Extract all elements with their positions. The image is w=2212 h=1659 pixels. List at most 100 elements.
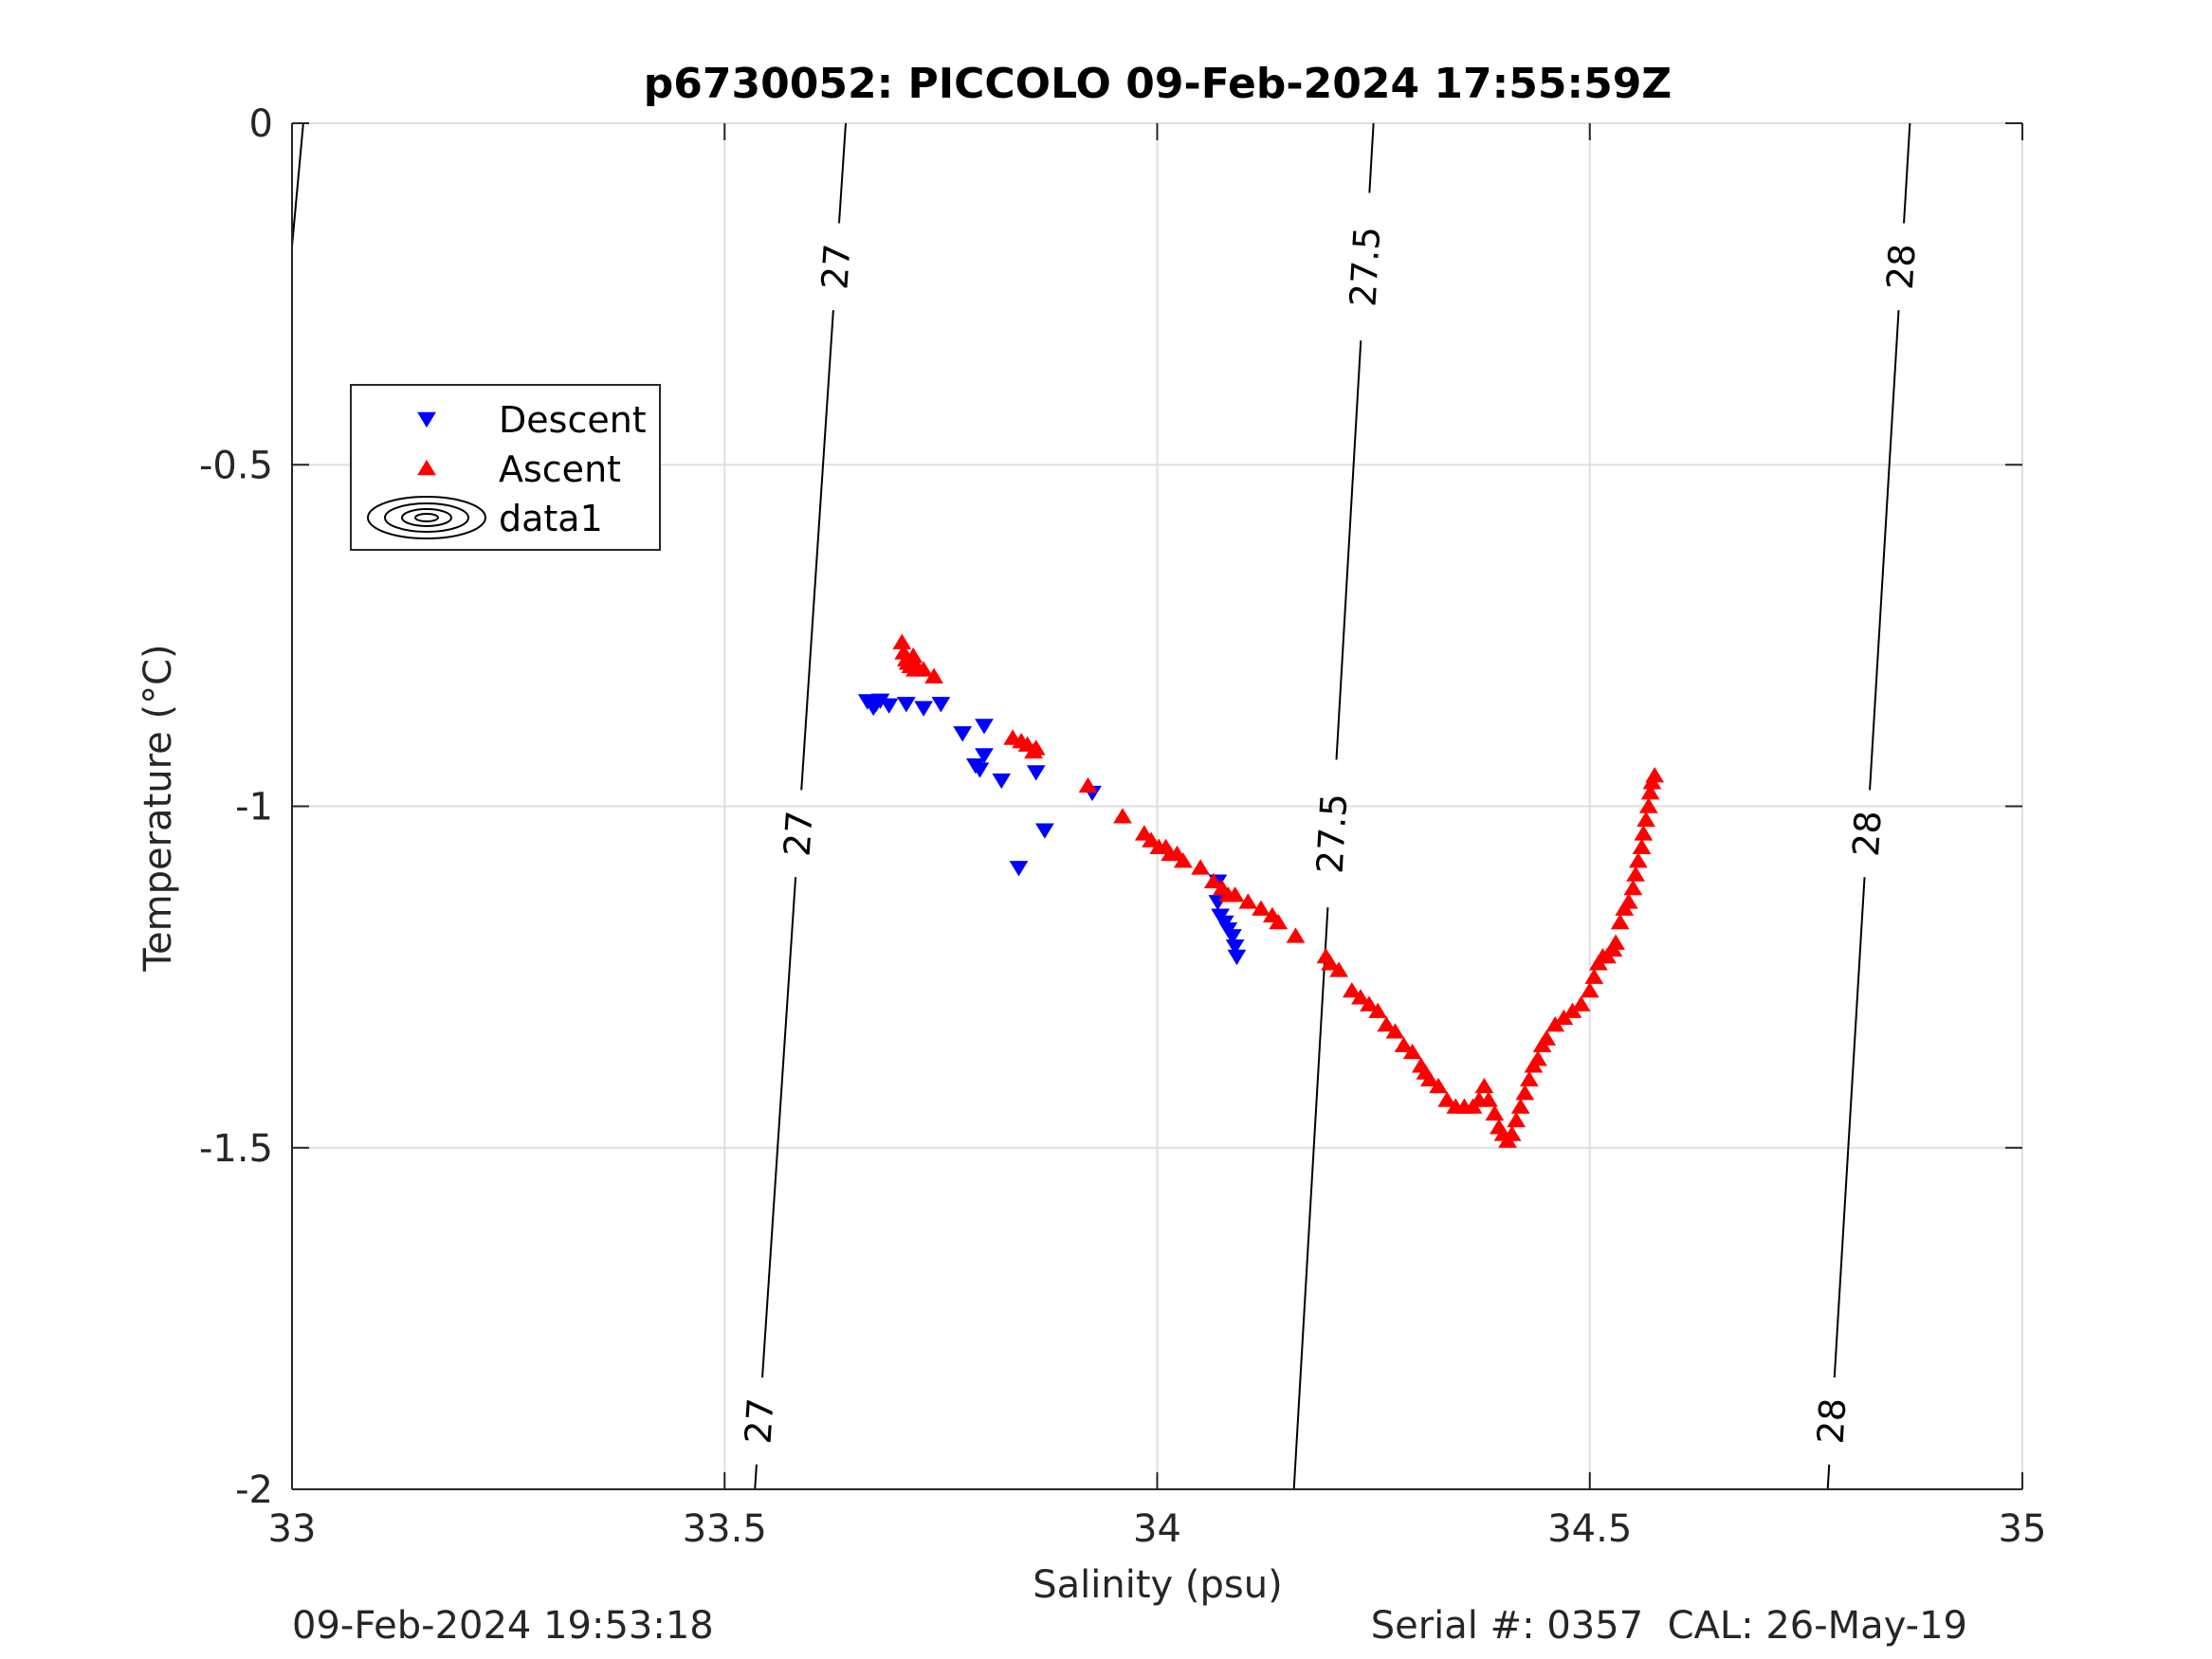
descent-point bbox=[1009, 861, 1029, 877]
contour-label: 27 bbox=[777, 810, 821, 858]
ascent-point bbox=[1502, 1125, 1522, 1141]
ascent-point bbox=[914, 661, 934, 677]
legend: Descent Ascent data1 bbox=[350, 384, 661, 551]
contour-label: 27.5 bbox=[1342, 226, 1388, 308]
ascent-point bbox=[1515, 1085, 1535, 1101]
legend-contour-ring bbox=[401, 508, 452, 527]
contour-28: 28 28 28 bbox=[1810, 122, 1924, 1490]
ascent-point bbox=[1286, 927, 1306, 943]
descent-point bbox=[931, 697, 951, 713]
descent-point bbox=[879, 698, 899, 714]
descent-point bbox=[992, 773, 1012, 790]
ascent-point bbox=[1537, 1030, 1557, 1046]
y-tick-label: -1 bbox=[235, 786, 273, 830]
contour-line-segment bbox=[1869, 310, 1900, 791]
ascent-point bbox=[1474, 1077, 1494, 1094]
contour-27.5: 27.5 27.5 bbox=[1292, 122, 1388, 1490]
ascent-point bbox=[1623, 879, 1643, 896]
contour-line-segment bbox=[754, 1464, 758, 1490]
ascent-point bbox=[1269, 913, 1289, 930]
ascent-point bbox=[1173, 852, 1193, 868]
ascent-point bbox=[1638, 797, 1658, 813]
x-tick-label: 35 bbox=[1999, 1507, 2047, 1551]
ascent-point bbox=[1528, 1050, 1547, 1066]
x-tick-label: 33 bbox=[268, 1507, 317, 1551]
ascent-point bbox=[1519, 1070, 1539, 1086]
legend-descent-marker bbox=[417, 411, 436, 428]
legend-contour-ring bbox=[367, 496, 486, 539]
ascent-point bbox=[1429, 1077, 1448, 1094]
contour-line-segment bbox=[1833, 877, 1866, 1378]
density-contours: 27 27 27 27.5 27.5 28 28 28 bbox=[291, 122, 1924, 1490]
contour-line-segment bbox=[1335, 340, 1362, 760]
ascent-point bbox=[1142, 831, 1161, 848]
ascent-point bbox=[1626, 866, 1646, 882]
contour-line-segment bbox=[761, 877, 797, 1378]
ascent-point bbox=[1225, 886, 1245, 902]
ascent-point bbox=[1510, 1098, 1530, 1114]
ascent-point bbox=[1342, 981, 1362, 998]
ascent-point bbox=[1618, 893, 1638, 909]
legend-contour-icon bbox=[367, 496, 486, 539]
ascent-point bbox=[1329, 961, 1349, 977]
x-axis-label: Salinity (psu) bbox=[1033, 1563, 1282, 1607]
descent-point bbox=[1227, 949, 1247, 966]
x-tick-label: 34 bbox=[1133, 1507, 1181, 1551]
ascent-point bbox=[1368, 1002, 1388, 1018]
contour-label: 27.5 bbox=[1309, 793, 1356, 875]
ascent-point bbox=[1584, 968, 1604, 984]
x-tick-label: 34.5 bbox=[1547, 1507, 1632, 1551]
ascent-point bbox=[1238, 893, 1258, 909]
descent-point bbox=[896, 697, 916, 713]
ascent-point bbox=[1420, 1070, 1439, 1086]
y-tick-label: -1.5 bbox=[199, 1127, 273, 1171]
legend-box bbox=[350, 384, 661, 551]
contour-line-segment bbox=[837, 122, 847, 224]
ascent-point bbox=[1645, 767, 1665, 783]
contour-27: 27 27 27 bbox=[737, 122, 858, 1490]
contour-label: 28 bbox=[1810, 1396, 1855, 1445]
descent-point bbox=[1034, 823, 1054, 839]
legend-label-descent: Descent bbox=[499, 399, 647, 441]
ascent-point bbox=[1580, 981, 1600, 998]
footer-serial-cal: Serial #: 0357 CAL: 26-May-19 bbox=[1370, 1604, 1967, 1648]
footer-timestamp: 09-Feb-2024 19:53:18 bbox=[292, 1604, 714, 1648]
ascent-point bbox=[1203, 872, 1223, 889]
descent-point bbox=[970, 762, 990, 778]
legend-label-data1: data1 bbox=[499, 498, 603, 539]
contour-line-segment bbox=[1826, 1464, 1831, 1490]
ascent-point bbox=[1360, 995, 1379, 1012]
ascent-point bbox=[1191, 859, 1211, 875]
y-axis-label: Temperature (°C) bbox=[137, 644, 180, 972]
contour-label: 28 bbox=[1879, 243, 1924, 291]
descent-point bbox=[975, 748, 994, 764]
ascent-point bbox=[1402, 1043, 1422, 1060]
ascent-point bbox=[1437, 1091, 1457, 1107]
series-ascent bbox=[892, 633, 1665, 1148]
contour-line-segment bbox=[800, 310, 834, 791]
contour-label: 27 bbox=[737, 1396, 781, 1445]
descent-point bbox=[914, 701, 934, 717]
y-tick-label: -0.5 bbox=[199, 444, 273, 487]
ascent-point bbox=[1351, 989, 1370, 1005]
ascent-point bbox=[1640, 784, 1660, 800]
contour-line-segment bbox=[1368, 122, 1375, 193]
ascent-point bbox=[1636, 811, 1655, 828]
ascent-point bbox=[1632, 838, 1652, 854]
ascent-point bbox=[1078, 776, 1098, 793]
ascent-point bbox=[1394, 1036, 1414, 1052]
descent-point bbox=[1222, 929, 1242, 945]
legend-contour-ring bbox=[384, 502, 469, 533]
ascent-point bbox=[1113, 808, 1132, 824]
axes: 33 33.5 34 34.5 35 0 -0.5 -1 -1.5 -2 bbox=[199, 102, 2047, 1551]
descent-point bbox=[1225, 939, 1245, 956]
ascent-point bbox=[1026, 739, 1046, 756]
x-tick-label: 33.5 bbox=[683, 1507, 767, 1551]
ascent-point bbox=[1377, 1015, 1397, 1032]
contour-line-segment bbox=[1292, 907, 1329, 1490]
ascent-point bbox=[1479, 1091, 1498, 1107]
descent-point bbox=[953, 726, 973, 742]
descent-point bbox=[975, 719, 994, 735]
data-series bbox=[857, 633, 1665, 1148]
